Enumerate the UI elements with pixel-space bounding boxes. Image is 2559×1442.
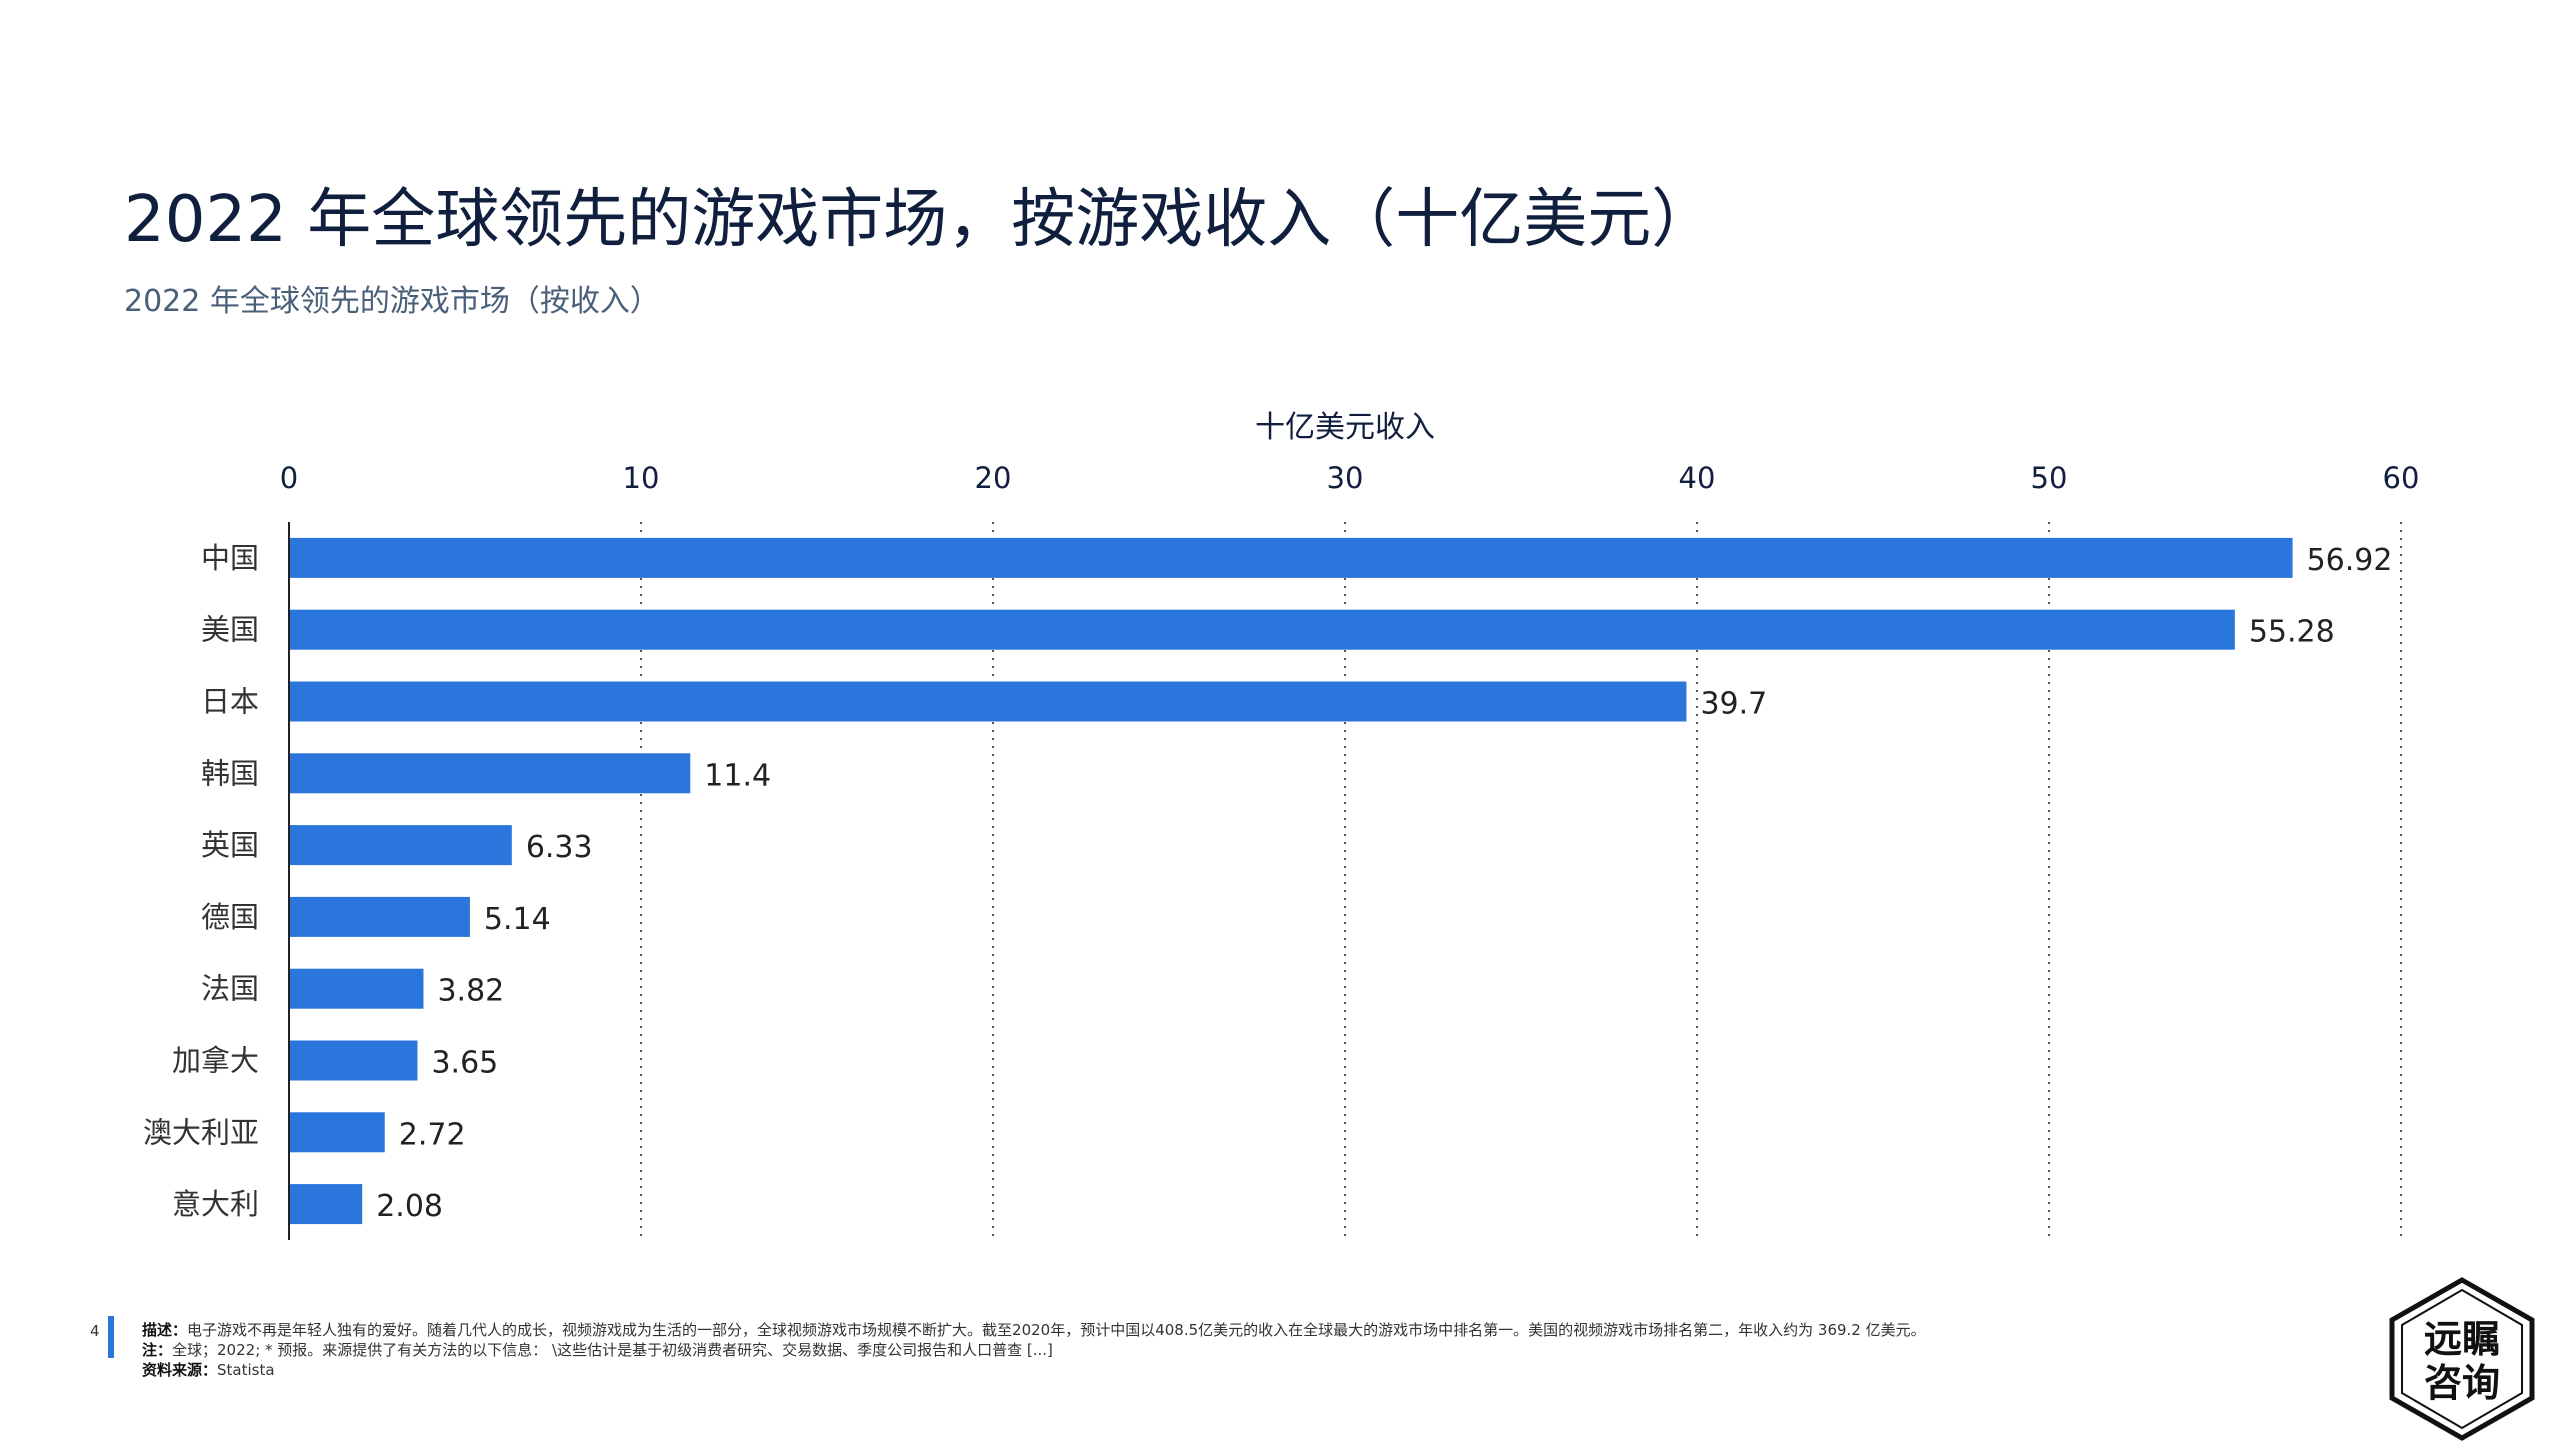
footer-source: 资料来源：Statista <box>142 1361 275 1379</box>
footer-notes: 描述：电子游戏不再是年轻人独有的爱好。随着几代人的成长，视频游戏成为生活的一部分… <box>142 1320 1926 1380</box>
x-tick-label: 40 <box>1679 461 1716 495</box>
bar <box>289 681 1687 722</box>
value-label: 39.7 <box>1700 687 1767 722</box>
bar <box>289 609 2235 650</box>
category-label: 韩国 <box>201 756 259 790</box>
category-label: 美国 <box>201 613 259 647</box>
page-number: 4 <box>90 1322 100 1340</box>
x-tick-label: 30 <box>1327 461 1364 495</box>
x-tick-label: 10 <box>623 461 660 495</box>
value-label: 3.65 <box>431 1046 498 1081</box>
value-label: 11.4 <box>704 758 771 793</box>
x-tick-label: 60 <box>2383 461 2420 495</box>
category-label: 加拿大 <box>172 1044 259 1078</box>
bar <box>289 1040 418 1081</box>
page-accent-bar <box>108 1316 114 1358</box>
category-label: 英国 <box>201 828 259 862</box>
value-label: 2.72 <box>399 1117 466 1152</box>
category-label: 中国 <box>201 541 259 575</box>
x-tick-label: 20 <box>975 461 1012 495</box>
bar <box>289 1112 385 1153</box>
value-label: 2.08 <box>376 1189 443 1224</box>
bar <box>289 537 2293 578</box>
bar <box>289 1184 363 1225</box>
bar <box>289 753 691 794</box>
category-label: 德国 <box>201 900 259 934</box>
value-label: 3.82 <box>437 974 504 1009</box>
value-label: 55.28 <box>2249 615 2335 650</box>
category-label: 意大利 <box>172 1187 259 1221</box>
bar <box>289 968 424 1009</box>
company-logo: 远瞩 咨询 <box>2389 1277 2535 1441</box>
bar <box>289 896 470 937</box>
category-label: 日本 <box>201 685 259 719</box>
footer-note: 注：全球；2022; * 预报。来源提供了有关方法的以下信息： \这些估计是基于… <box>142 1341 1053 1359</box>
page-subtitle: 2022 年全球领先的游戏市场（按收入） <box>124 284 660 319</box>
value-label: 56.92 <box>2307 543 2393 578</box>
value-label: 5.14 <box>484 902 551 937</box>
logo-text-line2: 咨询 <box>2424 1361 2500 1405</box>
page-title: 2022 年全球领先的游戏市场，按游戏收入（十亿美元） <box>124 183 1716 257</box>
logo-text-line1: 远瞩 <box>2424 1317 2500 1361</box>
value-label: 6.33 <box>526 830 593 865</box>
bar <box>289 825 512 866</box>
footer-description: 描述：电子游戏不再是年轻人独有的爱好。随着几代人的成长，视频游戏成为生活的一部分… <box>142 1321 1926 1339</box>
category-label: 澳大利亚 <box>143 1115 259 1149</box>
category-label: 法国 <box>201 972 259 1006</box>
x-axis-label: 十亿美元收入 <box>1255 410 1435 445</box>
x-tick-label: 50 <box>2031 461 2068 495</box>
x-tick-label: 0 <box>280 461 298 495</box>
